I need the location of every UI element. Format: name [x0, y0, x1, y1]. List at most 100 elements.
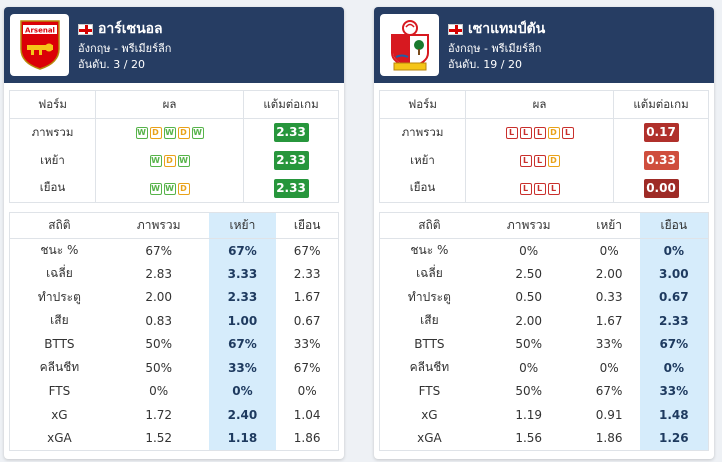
- ppg-cell: 0.00: [613, 174, 709, 203]
- arsenal-crest-icon[interactable]: Arsenal: [10, 14, 69, 76]
- result-pill[interactable]: L: [547, 182, 560, 195]
- result-pill[interactable]: L: [505, 127, 518, 140]
- stat-label: เสีย: [8, 309, 109, 333]
- stats-row: เสีย 0.83 1.00 0.67: [8, 309, 340, 333]
- stat-value: 0%: [599, 360, 619, 375]
- stat-value: 67%: [208, 332, 277, 356]
- home-team-name-text[interactable]: อาร์เซนอล: [98, 21, 163, 37]
- result-pill[interactable]: L: [561, 127, 574, 140]
- away-league[interactable]: อังกฤษ - พรีเมียร์ลีก: [448, 42, 542, 55]
- stat-value: 0%: [599, 243, 619, 258]
- form-header: ฟอร์ม: [379, 90, 466, 119]
- stat-label: xGA: [378, 426, 479, 451]
- stat-value: 67%: [145, 243, 173, 258]
- ppg-badge: 0.33: [643, 151, 679, 170]
- home-team-name[interactable]: อาร์เซนอล: [78, 18, 163, 40]
- england-flag-icon: [78, 23, 93, 35]
- result-pill[interactable]: D: [163, 155, 176, 167]
- stat-label: BTTS: [378, 332, 479, 356]
- result-pill[interactable]: L: [533, 182, 546, 195]
- home-league[interactable]: อังกฤษ - พรีเมียร์ลีก: [78, 42, 172, 55]
- form-row-label: เยือน: [9, 174, 96, 203]
- result-pill[interactable]: W: [191, 127, 204, 140]
- ppg-badge: 0.17: [643, 123, 679, 143]
- home-stats-table: สถิติ ภาพรวม เหย้า เยือน ชนะ % 67% 67% 67% เฉลี…: [8, 212, 340, 451]
- result-pill[interactable]: L: [533, 155, 546, 167]
- result-pill[interactable]: W: [149, 182, 162, 195]
- stat-value: 2.33: [276, 262, 340, 286]
- result-pill[interactable]: D: [547, 155, 560, 167]
- stat-label: เสีย: [378, 309, 479, 333]
- stat-value: 33%: [276, 332, 340, 356]
- result-pill[interactable]: W: [163, 127, 176, 140]
- stats-column-header: ภาพรวม: [108, 212, 209, 239]
- stats-row: ชนะ % 67% 67% 67%: [8, 238, 340, 262]
- stat-label: xG: [8, 403, 109, 427]
- result-pill[interactable]: L: [519, 127, 532, 140]
- stat-value: 3.33: [208, 262, 277, 286]
- result-pill[interactable]: L: [519, 155, 532, 167]
- form-row: เยือน W W D 2.33: [9, 174, 339, 203]
- stats-row: xGA 1.52 1.18 1.86: [8, 426, 340, 451]
- form-row-label: ภาพรวม: [9, 118, 96, 147]
- stat-value: 0.83: [145, 313, 173, 328]
- stat-label: FTS: [378, 379, 479, 403]
- away-team-name[interactable]: เซาแทมป์ตัน: [448, 18, 545, 40]
- stat-value: 67%: [276, 238, 340, 262]
- result-pill[interactable]: W: [149, 155, 162, 167]
- stat-value: 2.33: [208, 285, 277, 309]
- stat-label: คลีนชีท: [8, 356, 109, 380]
- stat-value: 2.33: [639, 309, 709, 333]
- stat-label: xG: [378, 403, 479, 427]
- ppg-badge: 0.00: [643, 178, 679, 198]
- result-pill[interactable]: W: [163, 182, 176, 195]
- result-header: ผล: [95, 90, 244, 119]
- result-pill[interactable]: D: [149, 127, 162, 140]
- ppg-cell: 0.17: [613, 118, 709, 147]
- form-header: ฟอร์ม: [9, 90, 96, 119]
- stats-row: xG 1.19 0.91 1.48: [378, 403, 709, 427]
- result-pill[interactable]: L: [533, 127, 546, 140]
- form-row: เยือน L L L 0.00: [379, 174, 709, 203]
- stats-row: BTTS 50% 33% 67%: [378, 332, 709, 356]
- away-team-name-text[interactable]: เซาแทมป์ตัน: [468, 21, 546, 37]
- stat-value: 67%: [595, 384, 623, 399]
- southampton-crest-icon[interactable]: [380, 14, 439, 76]
- result-pill[interactable]: W: [135, 127, 148, 140]
- ppg-badge: 2.33: [273, 178, 309, 198]
- stat-value: 1.86: [276, 426, 340, 451]
- result-pill[interactable]: D: [547, 127, 560, 140]
- stat-value: 0%: [208, 379, 277, 403]
- stat-label: xGA: [8, 426, 109, 451]
- stat-label: ทำประตู: [378, 285, 479, 309]
- away-team-card: เซาแทมป์ตัน อังกฤษ - พรีเมียร์ลีก อันดับ…: [374, 7, 714, 459]
- stat-value: 2.40: [208, 403, 277, 427]
- result-pill[interactable]: D: [177, 182, 190, 195]
- stat-value: 33%: [208, 356, 277, 380]
- stat-value: 0%: [149, 384, 169, 399]
- form-row-label: เยือน: [379, 174, 466, 203]
- away-form-table: ฟอร์ม ผล แต้มต่อเกม ภาพรวม L L L D L 0.17 เหย้า…: [379, 90, 709, 203]
- ppg-header: แต้มต่อเกม: [243, 90, 339, 119]
- home-team-header: Arsenal อาร์เซนอล อังกฤษ - พรีเมียร์ลีก …: [4, 7, 344, 83]
- ppg-badge: 2.33: [273, 151, 309, 170]
- form-row: เหย้า W D W 2.33: [9, 146, 339, 175]
- result-pill[interactable]: D: [177, 127, 190, 140]
- ppg-cell: 0.33: [613, 146, 709, 175]
- ppg-cell: 2.33: [243, 118, 339, 147]
- form-row-label: เหย้า: [9, 146, 96, 175]
- result-pill[interactable]: L: [519, 182, 532, 195]
- stat-value: 1.48: [639, 403, 709, 427]
- stats-row: คลีนชีท 50% 33% 67%: [8, 356, 340, 380]
- stat-value: 50%: [145, 337, 173, 352]
- result-pill[interactable]: W: [177, 155, 190, 167]
- stat-value: 0%: [639, 356, 709, 380]
